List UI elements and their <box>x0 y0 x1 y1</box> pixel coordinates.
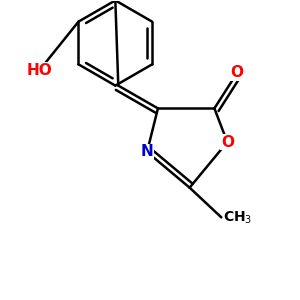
Text: O: O <box>221 135 234 150</box>
Text: N: N <box>141 145 153 160</box>
Text: CH$_3$: CH$_3$ <box>223 209 253 226</box>
Text: O: O <box>231 65 244 80</box>
Text: HO: HO <box>26 63 52 78</box>
